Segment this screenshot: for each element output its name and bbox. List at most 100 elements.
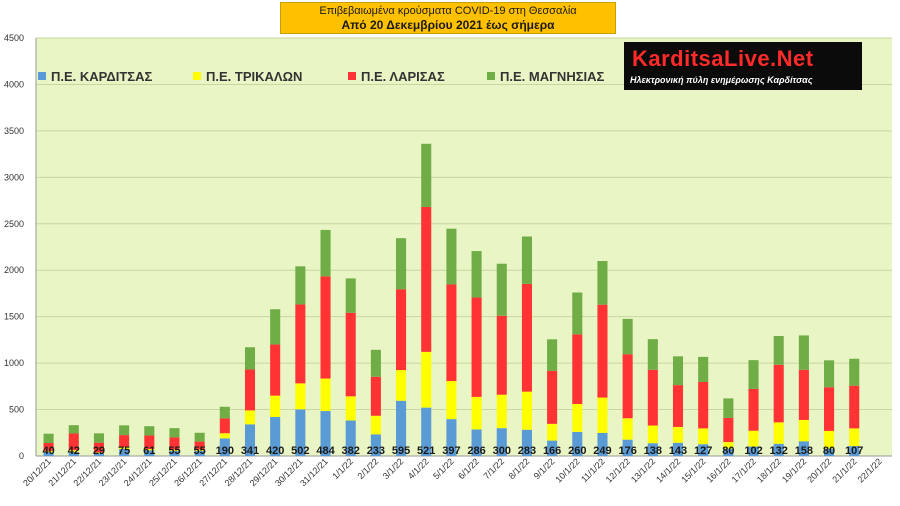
bar-segment-series-3 [68, 433, 79, 451]
bar-segment-series-4 [370, 349, 381, 377]
bar-segment-series-1 [496, 428, 507, 456]
bar-segment-series-3 [773, 364, 784, 423]
bar-segment-series-2 [345, 396, 356, 421]
title-line-1: Επιβεβαιωμένα κρούσματα COVID-19 στη Θεσ… [319, 5, 577, 17]
bar-segment-series-2 [244, 410, 256, 425]
bar-segment-series-3 [647, 369, 658, 426]
bar-segment-series-2 [672, 426, 684, 443]
bar-segment-series-1 [370, 434, 381, 456]
bar-segment-series-4 [194, 432, 205, 442]
y-tick-label: 0 [19, 451, 24, 461]
bar-segment-series-3 [345, 312, 356, 397]
bar-segment-series-4 [572, 292, 583, 335]
legend-swatch [487, 72, 495, 80]
bar-segment-series-4 [849, 358, 860, 386]
bar-segment-series-2 [421, 351, 432, 408]
bar-segment-series-2 [572, 403, 583, 432]
bar-segment-series-1 [622, 439, 633, 456]
bar-segment-series-2 [622, 418, 633, 440]
bar-segment-series-2 [723, 442, 734, 449]
bar-segment-series-2 [119, 447, 130, 450]
bar-segment-series-3 [144, 435, 155, 449]
bar-segment-series-2 [396, 370, 407, 401]
bar-segment-series-2 [471, 396, 482, 430]
data-label: 300 [493, 445, 511, 457]
data-label: 190 [216, 445, 234, 457]
data-label: 233 [367, 445, 385, 457]
x-tick-label: 7/1/22 [481, 456, 506, 481]
bar-segment-series-3 [270, 344, 281, 396]
data-label: 286 [467, 445, 485, 457]
bar-segment-series-2 [849, 428, 860, 447]
data-label: 29 [93, 445, 105, 457]
bar-segment-series-1 [547, 440, 558, 456]
y-tick-label: 500 [9, 405, 24, 415]
bar-segment-series-2 [824, 430, 835, 449]
data-label: 75 [118, 445, 130, 457]
data-label: 166 [543, 445, 561, 457]
data-label: 61 [143, 445, 155, 457]
legend-label: Π.Ε. ΛΑΡΙΣΑΣ [361, 69, 445, 84]
bar-segment-series-4 [219, 406, 230, 419]
data-label: 42 [68, 445, 80, 457]
bar-segment-series-1 [396, 400, 407, 456]
bar-segment-series-2 [68, 450, 79, 453]
bar-segment-series-2 [93, 452, 104, 454]
x-tick-label: 17/1/22 [730, 456, 758, 484]
bar-segment-series-2 [647, 425, 658, 444]
x-tick-label: 19/1/22 [780, 456, 808, 484]
bar-segment-series-1 [672, 442, 684, 456]
bar-segment-series-3 [446, 284, 457, 382]
x-tick-label: 14/1/22 [654, 456, 682, 484]
bar-segment-series-1 [723, 448, 734, 456]
data-label: 132 [770, 445, 788, 457]
bar-segment-series-1 [295, 409, 306, 456]
data-label: 80 [823, 445, 835, 457]
bar-segment-series-4 [521, 236, 532, 284]
bar-segment-series-3 [194, 441, 205, 450]
bar-segment-series-3 [849, 385, 860, 429]
bar-segment-series-4 [396, 238, 407, 290]
bar-segment-series-3 [824, 387, 835, 431]
karditsalive-logo[interactable]: KarditsaLive.Net Ηλεκτρονική πύλη ενημέρ… [624, 42, 862, 90]
bar-segment-series-2 [43, 450, 54, 453]
bar-segment-series-1 [773, 443, 784, 456]
bar-segment-series-3 [119, 435, 130, 448]
bar-segment-series-4 [345, 278, 356, 313]
x-axis: 20/12/2121/12/2122/12/2123/12/2124/12/21… [21, 456, 884, 488]
bars [43, 143, 860, 456]
bar-segment-series-3 [572, 334, 583, 404]
logo-tagline: Ηλεκτρονική πύλη ενημέρωσης Καρδίτσας [630, 75, 813, 85]
bar-segment-series-3 [244, 369, 256, 411]
x-tick-label: 4/1/22 [406, 456, 431, 481]
data-label: 502 [291, 445, 309, 457]
bar-segment-series-1 [270, 416, 281, 456]
x-tick-label: 5/1/22 [431, 456, 456, 481]
data-label: 107 [845, 445, 863, 457]
bar-segment-series-1 [244, 424, 256, 456]
bar-segment-series-2 [144, 448, 155, 451]
legend-swatch [38, 72, 46, 80]
data-labels: 40 42 29 75 61 55 55 190 341 420 502 484 382 233 595 52… [42, 445, 863, 457]
bar-segment-series-2 [597, 397, 608, 433]
bar-segment-series-4 [421, 143, 432, 207]
bar-segment-series-1 [647, 443, 658, 456]
bar-segment-series-1 [93, 453, 104, 456]
x-tick-label: 3/1/22 [381, 456, 406, 481]
bar-segment-series-3 [93, 442, 104, 453]
data-label: 55 [194, 445, 206, 457]
y-tick-label: 2500 [4, 219, 24, 229]
x-tick-label: 12/1/22 [604, 456, 632, 484]
bar-segment-series-2 [295, 383, 306, 410]
bar-segment-series-1 [597, 432, 608, 456]
bar-segment-series-2 [194, 449, 205, 451]
data-label: 176 [618, 445, 636, 457]
bar-segment-series-2 [547, 423, 558, 441]
bar-segment-series-4 [295, 266, 306, 305]
data-label: 158 [795, 445, 813, 457]
bar-segment-series-3 [698, 381, 709, 429]
data-label: 138 [644, 445, 662, 457]
bar-segment-series-1 [68, 452, 79, 456]
data-label: 341 [241, 445, 259, 457]
